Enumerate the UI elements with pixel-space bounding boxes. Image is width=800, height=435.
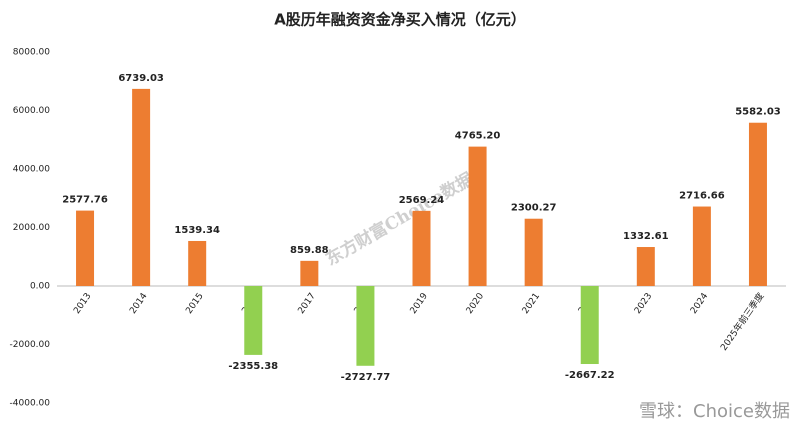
value-label: 2569.24 [399,195,445,206]
bar [636,247,655,286]
value-label: 1332.61 [623,231,669,242]
y-tick-label: 6000.00 [13,106,50,116]
bar [580,286,599,365]
watermark: 雪球：Choice数据 [639,401,790,422]
y-tick-label: 8000.00 [13,48,50,58]
bar [412,210,431,286]
y-tick-label: -2000.00 [10,340,51,350]
bar [76,210,95,286]
bar [356,286,375,366]
bar [244,286,263,355]
y-tick-label: 0.00 [30,282,50,292]
value-label: 5582.03 [735,107,781,118]
value-label: -2727.77 [341,372,391,383]
value-label: 2716.66 [679,191,725,202]
value-label: 1539.34 [174,225,220,236]
value-label: -2667.22 [565,370,615,381]
value-label: 6739.03 [118,73,164,84]
value-label: 2577.76 [62,195,108,206]
bar [300,260,319,286]
bar [468,146,487,286]
y-tick-label: 4000.00 [13,165,50,175]
bar [692,206,711,286]
value-label: 2300.27 [511,203,557,214]
value-label: 859.88 [290,245,329,256]
value-label: -2355.38 [228,361,278,372]
chart-title: A股历年融资资金净买入情况（亿元） [274,11,526,29]
bar [132,88,151,287]
bar [188,240,207,286]
bar [524,218,543,286]
value-label: 4765.20 [455,131,501,142]
y-tick-label: 2000.00 [13,223,50,233]
bar [748,122,767,287]
y-tick-label: -4000.00 [10,399,51,409]
